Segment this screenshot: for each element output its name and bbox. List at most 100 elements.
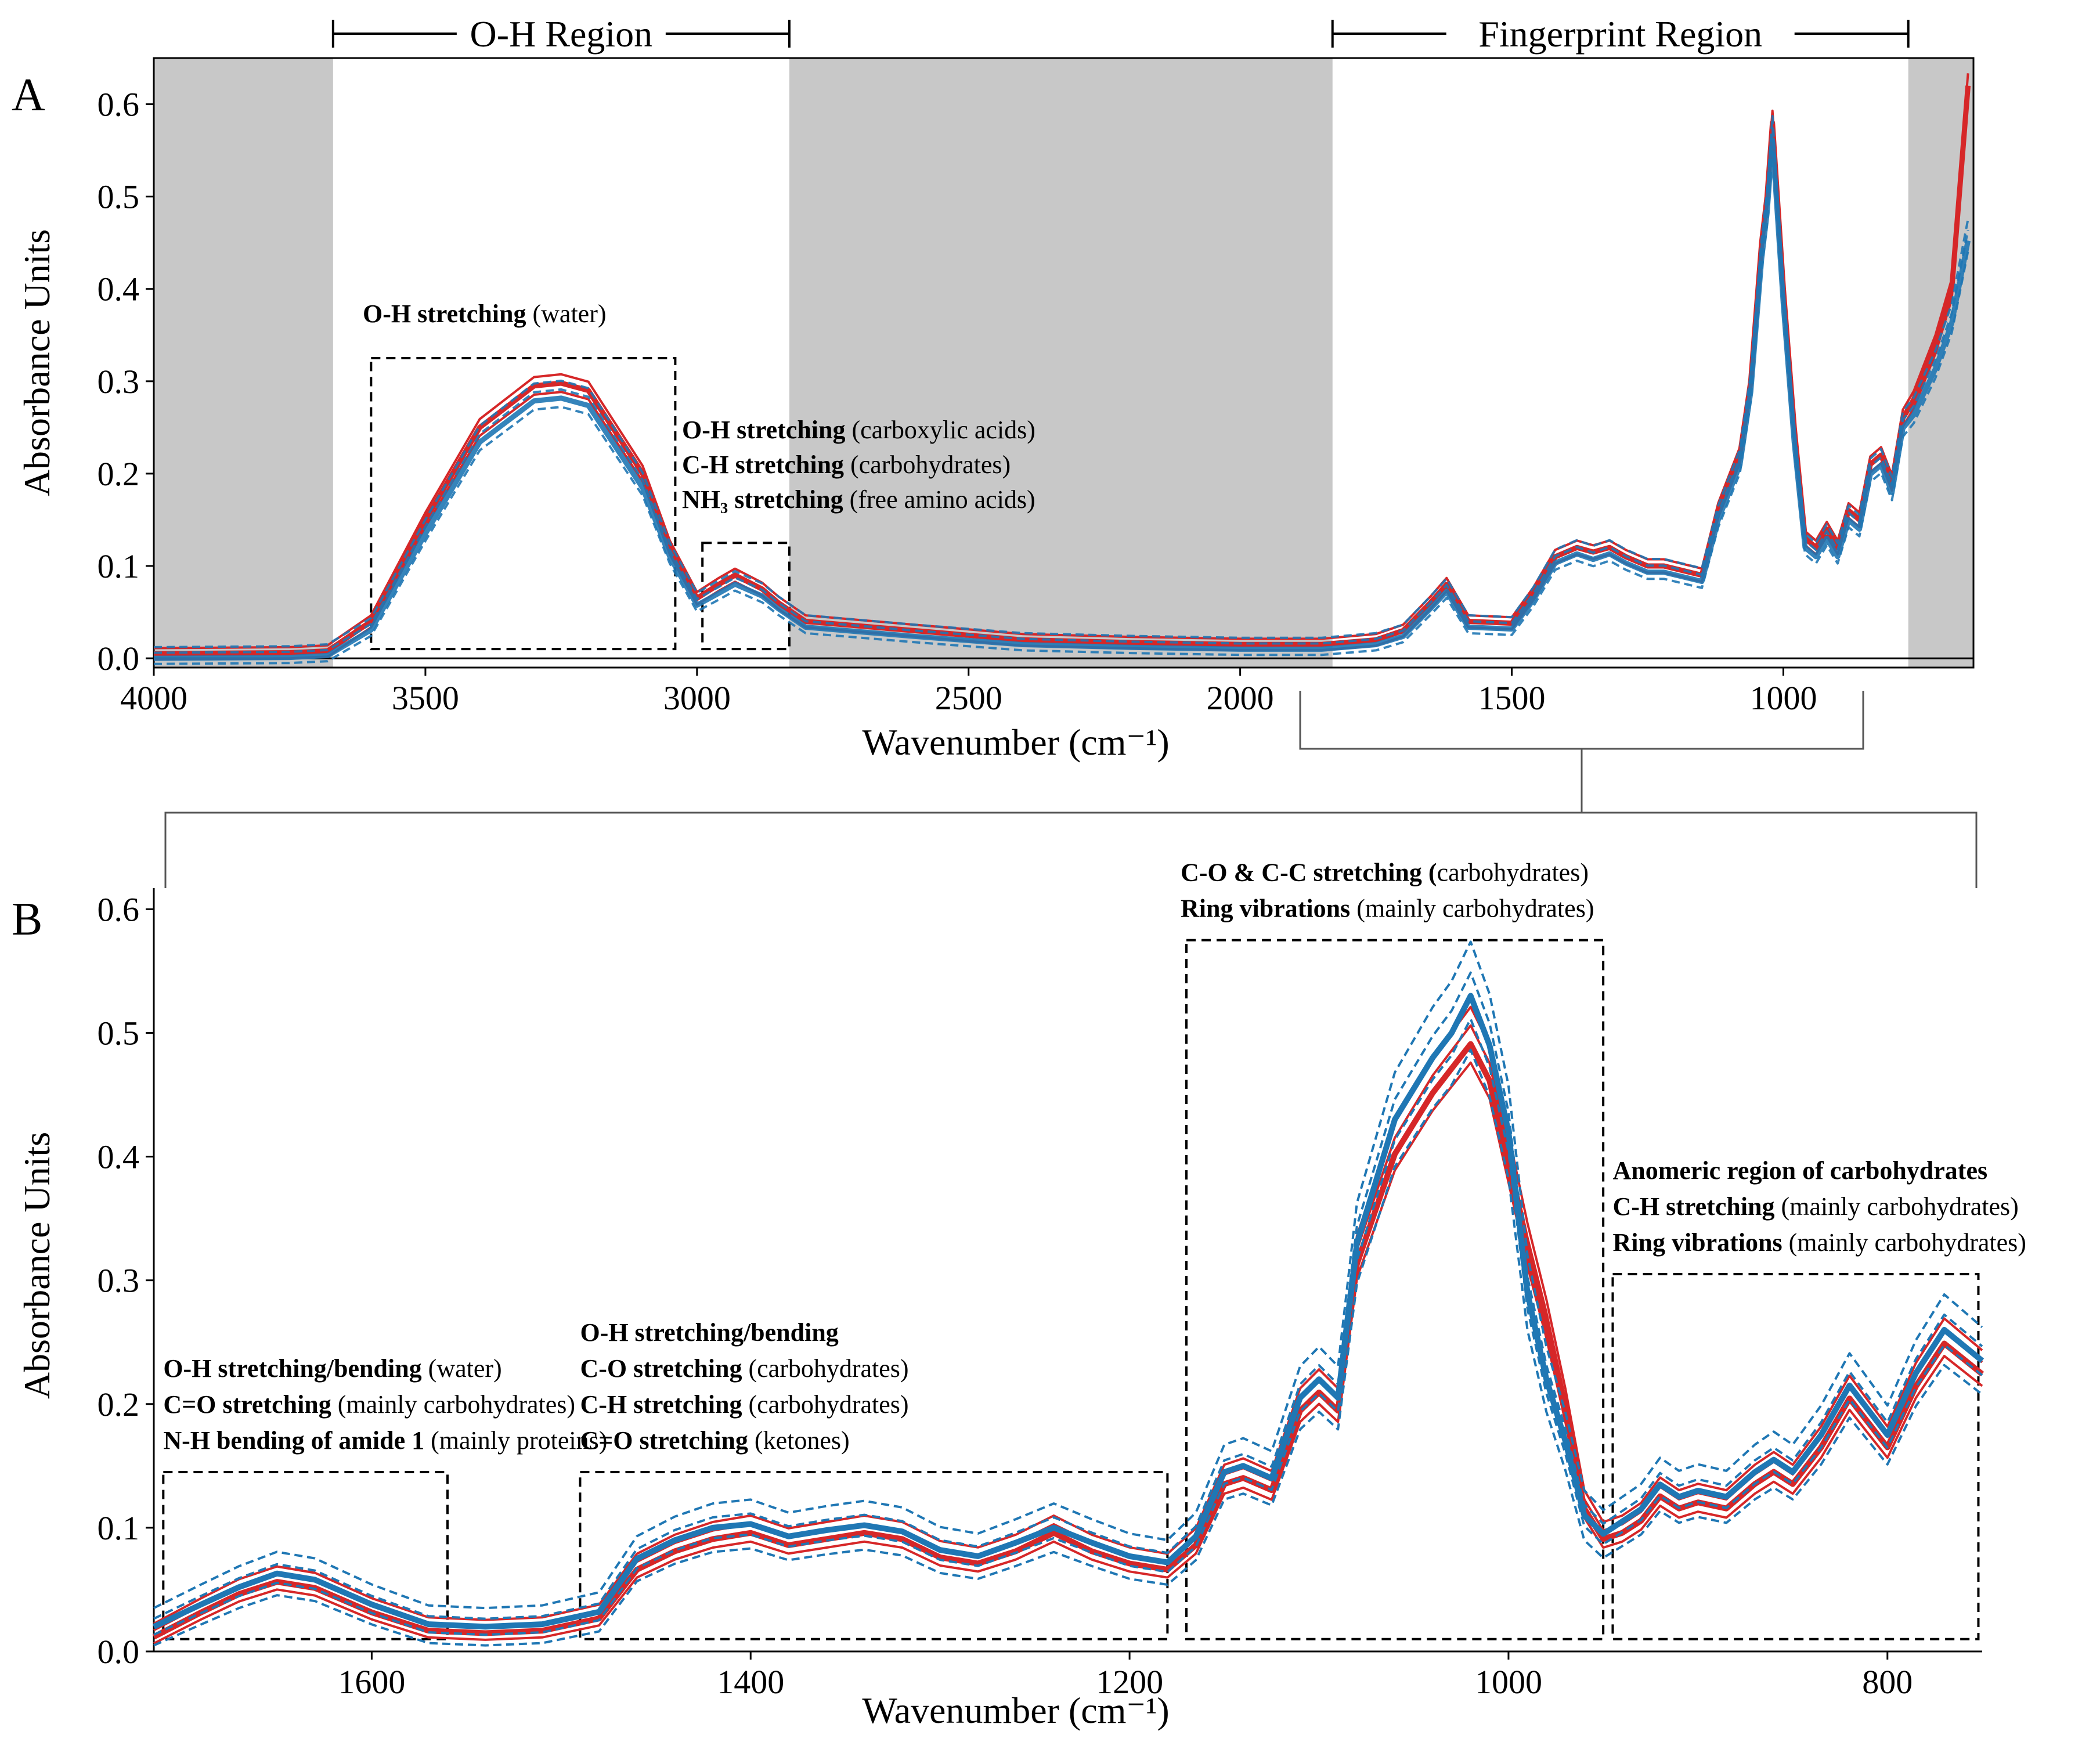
zoom-connector: [164, 691, 1978, 888]
panel-b-annotation-0-line-0-bold: O-H stretching/bending: [163, 1354, 421, 1383]
panel-a-series-1-line-3: [153, 115, 1969, 648]
panel-b-series-0-line-3: [153, 1005, 1983, 1625]
panel-a-plot-frame: [153, 57, 1975, 669]
panel-b-annotation-1-line-1-bold: C-O stretching: [580, 1354, 742, 1383]
panel-b-annotation-0-line-1: C=O stretching (mainly carbohydrates): [163, 1390, 575, 1419]
panel-b-annotation-2-line-0: C-O & C-C stretching (carbohydrates): [1181, 859, 1589, 887]
panel-b-ytick-label-3: 0.3: [98, 1262, 140, 1300]
panel-b-annotation-3-line-2-normal: (mainly carbohydrates): [1783, 1228, 2026, 1257]
panel-a-region-brackets: O-H Region Fingerprint Region: [331, 13, 1910, 55]
panel-a-xtick-label-6: 1000: [1749, 679, 1817, 717]
panel-b-annotation-1-line-0-bold: O-H stretching/bending: [580, 1318, 838, 1347]
ann-a3-bold: NH₃ stretching: [682, 485, 843, 514]
panel-b-annotation-box-0: [162, 1470, 449, 1640]
panel-b-series-1-line-3: [153, 971, 1983, 1620]
panel-b-annotation-0-line-2: N-H bending of amide 1 (mainly proteins): [163, 1426, 607, 1455]
panel-a-ylabel: Absorbance Units: [16, 229, 57, 496]
panel-a: 4000 3500 3000 2500 2000 1500 1000 0.0 0.1 0.2 0.3…: [12, 13, 1975, 763]
panel-b-annotation-0-line-2-normal: (mainly proteins): [424, 1426, 607, 1455]
ann-a0-bold: O-H stretching: [363, 300, 526, 328]
panel-b-annotation-2-line-0-normal: carbohydrates): [1437, 859, 1589, 887]
panel-b-annotation-1-line-3: C=O stretching (ketones): [580, 1426, 849, 1455]
panel-b-annotation-0-line-0-normal: (water): [422, 1354, 502, 1383]
panel-b: 1600 1400 1200 1000 800 0.0 0.1 0.2 0.3 0.4 0.5 0.6…: [12, 859, 2026, 1731]
panel-a-ytick-label-0: 0.0: [98, 640, 140, 677]
panel-b-series-1-line-2: [152, 993, 1984, 1630]
panel-a-annotation-box-0: [370, 357, 677, 651]
panel-a-xtick-label-5: 1500: [1478, 679, 1546, 717]
panel-a-series: [153, 73, 1971, 665]
panel-a-annotation-carbohydrates: C-H stretching (carbohydrates): [682, 450, 1011, 479]
panel-b-annotation-1-line-2-normal: (carbohydrates): [742, 1390, 909, 1419]
panel-b-series: [152, 940, 1984, 1647]
panel-b-annotation-1-line-3-bold: C=O stretching: [580, 1426, 748, 1455]
panel-b-annotation-1-line-2-bold: C-H stretching: [580, 1390, 742, 1419]
panel-a-ytick-label-3: 0.3: [98, 363, 140, 401]
panel-b-ylabel: Absorbance Units: [16, 1132, 57, 1399]
panel-a-ytick-label-4: 0.4: [98, 271, 140, 308]
connector-panel-b-bracket: [164, 812, 1978, 888]
panel-a-shaded-ranges: [154, 58, 1973, 668]
panel-b-annotation-box-1: [579, 1470, 1169, 1640]
panel-b-annotation-2-line-1-normal: (mainly carbohydrates): [1350, 895, 1594, 923]
panel-b-annotation-0-line-1-bold: C=O stretching: [163, 1390, 331, 1419]
panel-b-annotation-3-line-2-bold: Ring vibrations: [1612, 1228, 1782, 1257]
panel-b-annotation-3-line-2: Ring vibrations (mainly carbohydrates): [1612, 1228, 2026, 1257]
panel-b-annotation-2-line-1: Ring vibrations (mainly carbohydrates): [1181, 895, 1594, 923]
panel-b-annotation-3-line-1-normal: (mainly carbohydrates): [1775, 1192, 2019, 1221]
panel-b-annotation-3-line-1: C-H stretching (mainly carbohydrates): [1612, 1192, 2018, 1221]
panel-a-letter: A: [12, 70, 45, 121]
panel-b-ytick-label-1: 0.1: [98, 1509, 140, 1547]
region-0-title: O-H Region: [470, 13, 653, 55]
panel-b-annotation-0-line-1-normal: (mainly carbohydrates): [331, 1390, 575, 1419]
panel-a-xtick-label-3: 2500: [935, 679, 1002, 717]
panel-b-xtick-label-1: 1400: [717, 1663, 784, 1701]
panel-b-annotation-3-line-1-bold: C-H stretching: [1612, 1192, 1774, 1221]
ann-a3-normal: (free amino acids): [843, 485, 1035, 514]
panel-b-ticks: 1600 1400 1200 1000 800 0.0 0.1 0.2 0.3 0.4 0.5 0.6: [98, 890, 1913, 1701]
region-1-title: Fingerprint Region: [1478, 13, 1762, 55]
panel-a-xlabel: Wavenumber (cm⁻¹): [862, 722, 1169, 763]
panel-b-annotation-0-line-0: O-H stretching/bending (water): [163, 1354, 501, 1383]
panel-b-series-0-line-0: [153, 1061, 1983, 1644]
ann-a2-bold: C-H stretching: [682, 450, 844, 479]
panel-a-xtick-label-1: 3500: [392, 679, 459, 717]
panel-a-ytick-label-6: 0.6: [98, 86, 140, 124]
panel-a-ytick-label-2: 0.2: [98, 455, 140, 493]
panel-a-series-1-line-1: [153, 137, 1971, 661]
ann-a1-bold: O-H stretching: [682, 416, 846, 444]
panel-a-ytick-label-1: 0.1: [98, 547, 140, 585]
panel-b-annotation-0-line-2-bold: N-H bending of amide 1: [163, 1426, 424, 1455]
panel-b-series-1-line-4: [153, 940, 1983, 1610]
panel-a-annotation-carboxylic: O-H stretching (carboxylic acids): [682, 416, 1035, 444]
panel-a-xtick-label-0: 4000: [120, 679, 187, 717]
panel-b-annotation-1-line-2: C-H stretching (carbohydrates): [580, 1390, 908, 1419]
shaded-range-0: [154, 58, 333, 668]
panel-b-ytick-label-6: 0.6: [98, 890, 140, 928]
panel-b-letter: B: [12, 894, 42, 945]
panel-b-ytick-label-2: 0.2: [98, 1386, 140, 1423]
panel-b-annotation-1-line-1: C-O stretching (carbohydrates): [580, 1354, 908, 1383]
panel-a-xtick-label-4: 2000: [1207, 679, 1274, 717]
ann-a1-normal: (carboxylic acids): [846, 416, 1035, 444]
panel-b-annotation-2-line-1-bold: Ring vibrations: [1181, 895, 1350, 923]
panel-b-annotation-3-line-0-bold: Anomeric region of carbohydrates: [1612, 1156, 1987, 1185]
panel-a-series-1-line-2: [153, 127, 1969, 654]
panel-a-ytick-label-5: 0.5: [98, 178, 140, 216]
panel-b-annotations: O-H stretching/bending (water) C=O stretc…: [163, 859, 2026, 1455]
panel-b-xtick-label-2: 1200: [1096, 1663, 1163, 1701]
ann-a0-normal: (water): [526, 300, 607, 328]
panel-a-xtick-label-2: 3000: [663, 679, 731, 717]
panel-b-annotation-1-line-1-normal: (carbohydrates): [742, 1354, 909, 1383]
panel-b-xtick-label-4: 800: [1862, 1663, 1913, 1701]
panel-b-ytick-label-5: 0.5: [98, 1014, 140, 1052]
panel-b-annotation-boxes: [162, 939, 1980, 1640]
panel-b-series-1-line-0: [153, 1048, 1983, 1647]
panel-b-xtick-label-3: 1000: [1475, 1663, 1542, 1701]
panel-b-ytick-label-0: 0.0: [98, 1633, 140, 1671]
panel-b-annotation-box-3: [1611, 1273, 1980, 1640]
panel-b-annotation-1-line-0: O-H stretching/bending: [580, 1318, 838, 1347]
shaded-range-1: [789, 58, 1333, 668]
panel-b-xtick-label-0: 1600: [338, 1663, 405, 1701]
